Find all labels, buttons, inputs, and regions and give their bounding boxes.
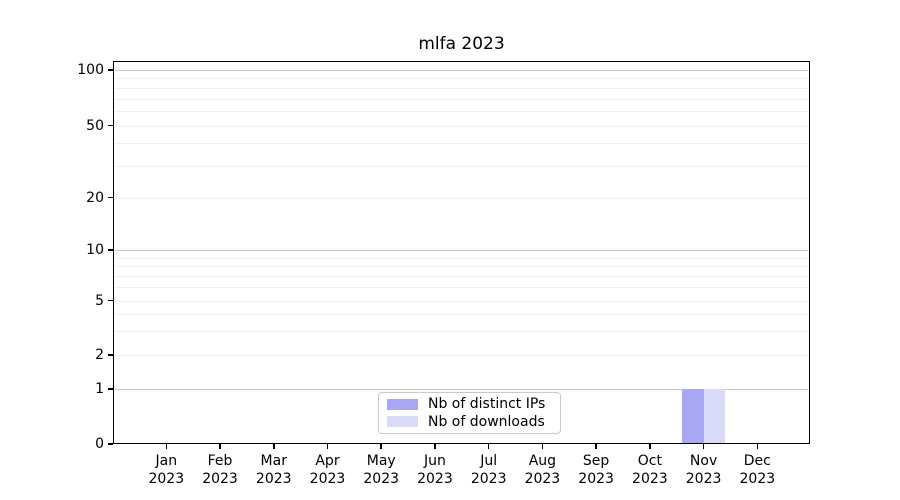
- y-gridline-minor: [115, 266, 808, 268]
- y-gridline-minor: [115, 125, 808, 127]
- x-tick-label: Nov 2023: [685, 453, 722, 487]
- x-tick: [595, 444, 597, 449]
- y-tick-label: 20: [86, 189, 104, 206]
- y-tick-label: 0: [95, 436, 104, 452]
- x-tick: [219, 444, 221, 449]
- x-tick: [380, 444, 382, 449]
- y-gridline-minor: [115, 98, 808, 100]
- legend: Nb of distinct IPs Nb of downloads: [378, 392, 561, 434]
- x-tick: [649, 444, 651, 449]
- x-tick-label: Dec 2023: [739, 453, 776, 487]
- y-gridline-minor: [115, 165, 808, 167]
- y-tick: [108, 443, 113, 445]
- y-tick-label: 50: [86, 117, 104, 134]
- y-tick: [108, 196, 113, 199]
- x-tick-label: Apr 2023: [309, 453, 346, 487]
- y-gridline-minor: [115, 287, 808, 289]
- y-gridline-minor: [115, 111, 808, 113]
- legend-row-downloads: Nb of downloads: [387, 414, 552, 430]
- x-tick: [756, 444, 759, 449]
- y-gridline-minor: [115, 330, 808, 332]
- x-tick: [541, 444, 544, 449]
- bar-distinct-ips: [682, 389, 704, 444]
- x-tick-label: Mar 2023: [255, 453, 292, 487]
- y-tick-label: 1: [95, 381, 104, 397]
- y-gridline-minor: [115, 87, 808, 89]
- x-tick: [702, 444, 705, 449]
- y-tick-label: 10: [86, 242, 104, 258]
- x-tick-label: May 2023: [363, 453, 400, 487]
- y-tick: [108, 388, 113, 390]
- legend-swatch-downloads: [387, 416, 418, 428]
- y-gridline-minor: [115, 300, 808, 302]
- x-tick-label: Aug 2023: [524, 453, 561, 487]
- y-tick: [108, 249, 113, 251]
- y-gridline-minor: [115, 275, 808, 277]
- x-tick-label: Oct 2023: [632, 453, 668, 487]
- legend-label-downloads: Nb of downloads: [428, 413, 545, 430]
- x-tick: [487, 444, 490, 449]
- legend-label-distinct-ips: Nb of distinct IPs: [428, 396, 546, 413]
- y-tick: [108, 124, 113, 127]
- y-tick: [108, 69, 113, 71]
- y-gridline-major: [115, 70, 808, 71]
- chart-title: mlfa 2023: [418, 34, 505, 54]
- bar-downloads: [703, 389, 726, 444]
- x-tick: [326, 444, 329, 449]
- y-gridline-minor: [115, 313, 808, 315]
- y-gridline-major: [115, 250, 808, 251]
- x-tick: [272, 444, 275, 449]
- y-tick: [108, 354, 113, 356]
- x-tick-label: Sep 2023: [578, 453, 614, 487]
- x-tick-label: Jul 2023: [470, 453, 507, 487]
- legend-row-distinct-ips: Nb of distinct IPs: [387, 396, 552, 412]
- y-gridline-minor: [115, 355, 808, 356]
- y-tick-label: 100: [77, 62, 104, 78]
- y-gridline-minor: [115, 143, 808, 145]
- y-tick-label: 5: [95, 292, 104, 309]
- y-gridline-minor: [115, 197, 808, 199]
- x-tick: [434, 444, 436, 449]
- x-tick-label: Jan 2023: [148, 453, 185, 487]
- plot-frame: [113, 61, 810, 444]
- y-tick-label: 2: [95, 347, 104, 363]
- legend-swatch-distinct-ips: [387, 398, 418, 410]
- x-tick: [165, 444, 168, 449]
- y-tick: [108, 299, 113, 302]
- x-tick-label: Feb 2023: [202, 453, 238, 487]
- y-gridline-minor: [115, 78, 808, 80]
- y-gridline-major: [115, 389, 808, 390]
- x-tick-label: Jun 2023: [417, 453, 453, 487]
- y-gridline-minor: [115, 257, 808, 259]
